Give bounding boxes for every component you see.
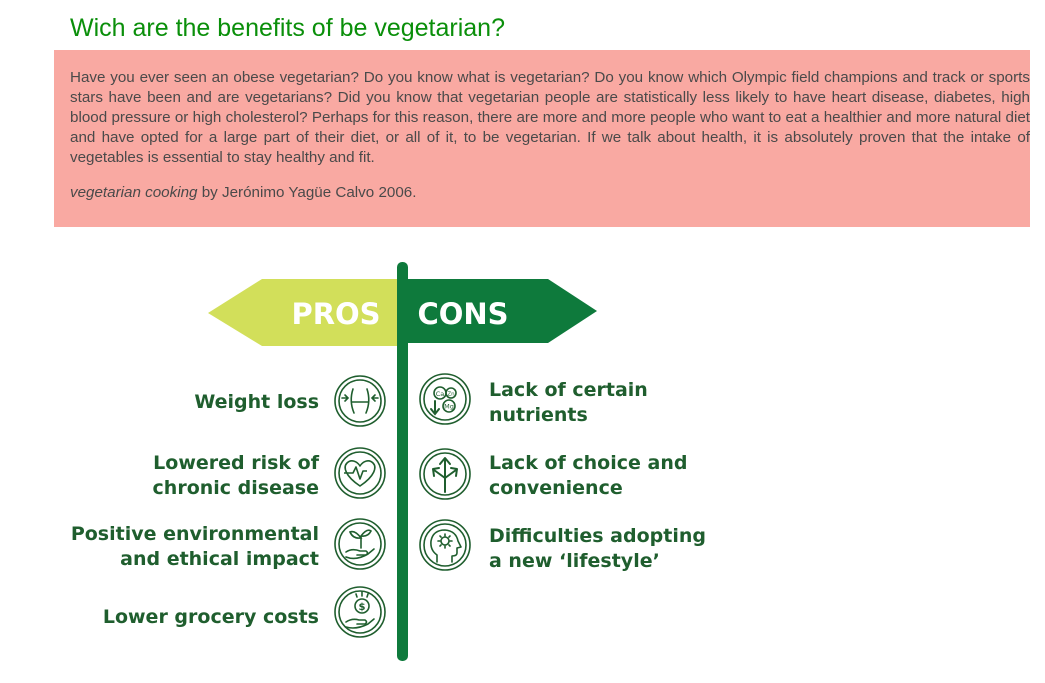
pro-chronic-disease-line2: chronic disease	[153, 477, 319, 499]
pro-chronic-disease-line1: Lowered risk of	[153, 452, 320, 474]
pros-heading: PROS	[291, 297, 380, 331]
signpost-pole	[397, 262, 408, 661]
split-arrows-icon	[419, 448, 471, 500]
con-lifestyle-line2: a new ‘lifestyle’	[489, 550, 660, 572]
quote-text: Have you ever seen an obese vegetarian? …	[70, 69, 1030, 166]
quote-citation: vegetarian cooking by Jerónimo Yagüe Cal…	[70, 184, 1030, 201]
heartbeat-icon	[334, 447, 386, 499]
con-choice-line2: convenience	[489, 477, 623, 499]
book-title: vegetarian cooking	[70, 184, 198, 201]
zinc-label: Zn	[447, 392, 455, 398]
minerals-icon	[419, 373, 471, 425]
author-attribution: by Jerónimo Yagüe Calvo 2006.	[197, 184, 417, 201]
hand-sprout-icon	[334, 518, 386, 570]
magnesium-label: Mg	[444, 403, 454, 411]
quote-box: Have you ever seen an obese vegetarian? …	[54, 50, 1030, 227]
page-title: Wich are the benefits of be vegetarian?	[70, 14, 505, 42]
hand-coin-icon	[334, 586, 386, 638]
pro-grocery-costs: Lower grocery costs	[103, 606, 319, 628]
con-choice-line1: Lack of choice and	[489, 452, 687, 474]
con-lifestyle-line1: Difficulties adopting	[489, 525, 706, 547]
pros-arrow	[208, 279, 401, 346]
con-nutrients-line2: nutrients	[489, 404, 588, 426]
head-gear-icon	[419, 519, 471, 571]
pro-weight-loss: Weight loss	[194, 391, 319, 413]
pro-environmental-line2: and ethical impact	[120, 548, 319, 570]
calcium-label: Ca	[436, 390, 445, 398]
cons-arrow	[404, 279, 597, 343]
pro-environmental-line1: Positive environmental	[71, 523, 319, 545]
dollar-sign: $	[359, 602, 366, 613]
waist-measure-icon	[334, 375, 386, 427]
con-nutrients-line1: Lack of certain	[489, 379, 648, 401]
cons-heading: CONS	[417, 297, 508, 331]
